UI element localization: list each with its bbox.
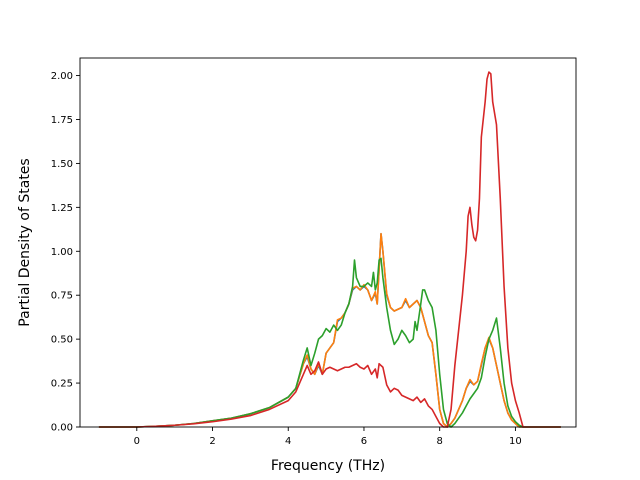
series-layer — [98, 71, 561, 428]
plot-frame — [79, 57, 577, 428]
series-line-4 — [98, 71, 561, 428]
x-axis-label: Frequency (THz) — [271, 458, 385, 474]
y-tick-label: 0.50 — [51, 335, 73, 346]
x-tick-label: 10 — [509, 436, 522, 447]
x-tick-label: 8 — [437, 436, 443, 447]
y-tick-label: 2.00 — [51, 71, 73, 82]
x-tick-label: 6 — [361, 436, 367, 447]
y-tick-label: 0.25 — [51, 379, 73, 390]
y-tick-label: 1.50 — [51, 159, 73, 170]
y-tick-label: 0.00 — [51, 423, 73, 434]
y-axis-ticks: 0.00 0.25 0.50 0.75 1.00 1.25 1.50 1.75 2.00 — [51, 71, 80, 434]
x-tick-label: 0 — [134, 436, 140, 447]
y-tick-label: 1.25 — [51, 203, 73, 214]
series-line-2 — [98, 232, 561, 428]
y-axis-label: Partial Density of States — [17, 158, 33, 326]
series-line-3 — [98, 257, 561, 428]
x-tick-label: 4 — [285, 436, 291, 447]
x-tick-label: 2 — [209, 436, 215, 447]
y-tick-label: 1.00 — [51, 247, 73, 258]
x-axis-ticks: 0 2 4 6 8 10 — [134, 427, 522, 447]
y-tick-label: 1.75 — [51, 115, 73, 126]
y-tick-label: 0.75 — [51, 291, 73, 302]
